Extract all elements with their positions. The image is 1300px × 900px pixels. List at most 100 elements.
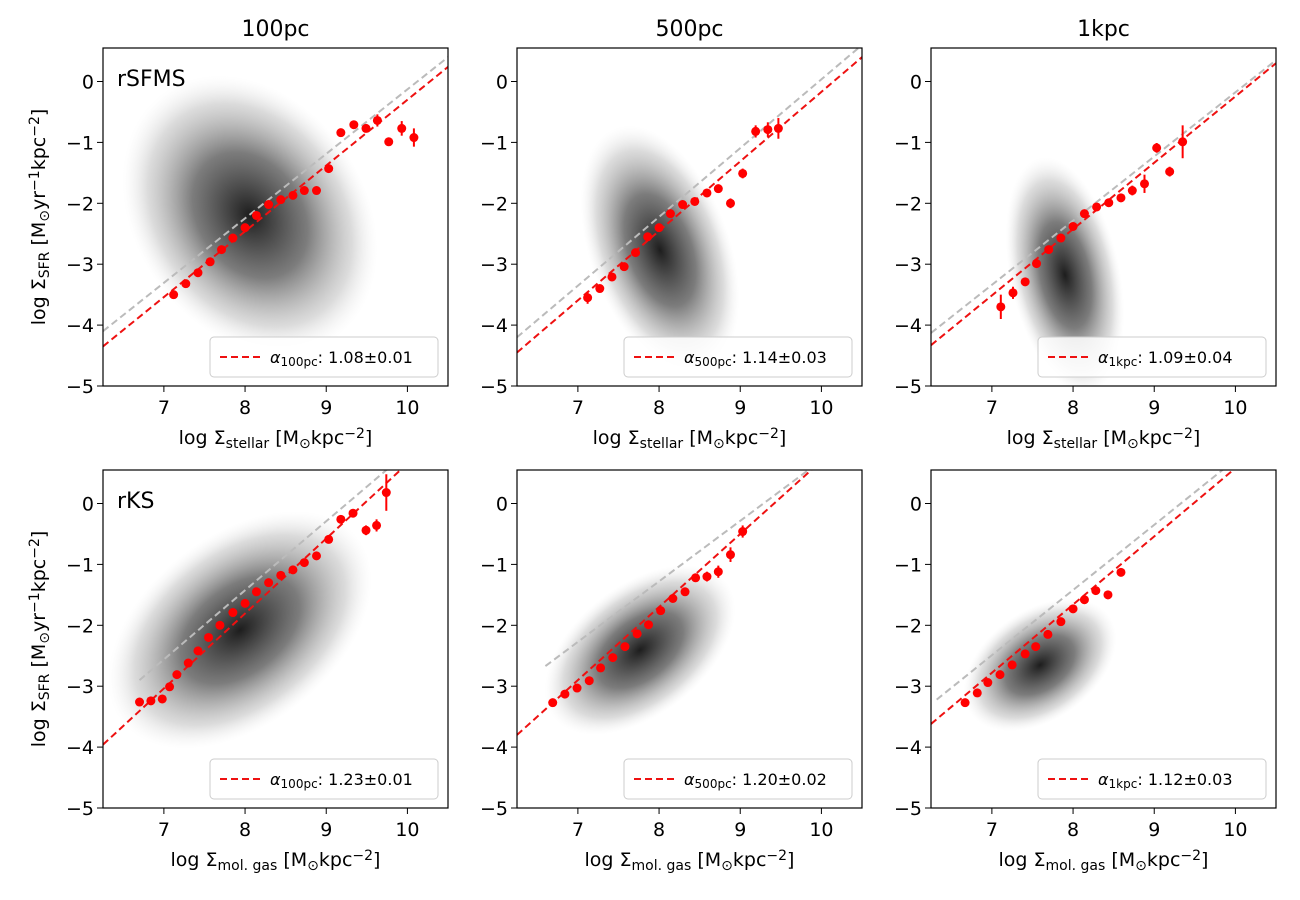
- reference-line: [138, 470, 388, 681]
- legend-label: α500pc: 1.14±0.03: [684, 348, 827, 369]
- data-point: [336, 128, 346, 138]
- y-tick-label: −4: [894, 737, 922, 759]
- label-part: ⊙: [299, 436, 311, 452]
- data-point: [157, 694, 167, 704]
- y-tick-label: −1: [894, 554, 922, 576]
- plot-area: [517, 470, 813, 736]
- data-point: [654, 223, 664, 233]
- label-part: kpc: [311, 427, 345, 449]
- data-point: [135, 697, 145, 707]
- y-tick-label: −1: [480, 132, 508, 154]
- fit-line: [103, 470, 402, 746]
- annotation: rSFMS: [117, 67, 186, 92]
- x-axis-label: log Σmol. gas [M⊙kpc−2]: [171, 848, 381, 874]
- y-tick-label: 0: [496, 493, 508, 515]
- label-part: ]: [1193, 427, 1200, 449]
- label-part: kpc: [725, 427, 759, 449]
- label-part: SFR: [37, 673, 53, 700]
- x-tick-label: 7: [158, 819, 170, 841]
- label-part: log Σ: [179, 427, 226, 449]
- data-point: [324, 534, 334, 544]
- data-point: [1127, 186, 1137, 196]
- data-point: [228, 233, 238, 243]
- label-part: kpc: [28, 137, 50, 171]
- label-part: ⊙: [713, 436, 725, 452]
- data-point: [738, 527, 748, 537]
- data-point: [299, 186, 309, 196]
- reference-line: [936, 470, 1224, 701]
- data-point: [763, 125, 773, 135]
- legend-box: [209, 336, 439, 378]
- data-point: [995, 670, 1005, 680]
- label-part: mol. gas: [1046, 858, 1106, 874]
- data-point: [204, 632, 214, 642]
- density-map: [1005, 157, 1125, 386]
- x-tick-label: 7: [986, 397, 998, 419]
- label-part: ]: [1201, 849, 1208, 871]
- y-axis-label: log ΣSFR [M⊙yr−1kpc−2]: [27, 531, 53, 748]
- label-part: ]: [28, 109, 50, 116]
- data-point: [251, 210, 261, 220]
- label-part: −2: [352, 848, 373, 864]
- y-tick-label: −2: [66, 615, 94, 637]
- data-point: [595, 284, 605, 294]
- data-point: [288, 190, 298, 200]
- data-point: [678, 200, 688, 210]
- label-part: log Σ: [1007, 427, 1054, 449]
- y-tick-label: −2: [480, 615, 508, 637]
- data-point: [1079, 209, 1089, 219]
- y-tick-label: 0: [910, 71, 922, 93]
- data-point: [1056, 617, 1066, 627]
- data-point: [183, 658, 193, 668]
- data-point: [1031, 642, 1041, 652]
- legend-box: [623, 758, 853, 800]
- y-axis-label: log ΣSFR [M⊙yr−1kpc−2]: [27, 109, 53, 326]
- label-part: [M: [28, 644, 50, 674]
- label-part: ⊙: [721, 858, 733, 874]
- data-point: [725, 198, 735, 208]
- data-point: [656, 606, 666, 616]
- x-axis-label: log Σstellar [M⊙kpc−2]: [1007, 426, 1201, 452]
- data-point: [336, 514, 346, 524]
- data-point: [1116, 567, 1126, 577]
- legend-box: [623, 336, 853, 378]
- legend-symbol: α: [1098, 770, 1109, 789]
- label-part: mol. gas: [632, 858, 692, 874]
- x-tick-label: 9: [1148, 397, 1160, 419]
- data-point: [1116, 193, 1126, 203]
- y-tick-label: −4: [66, 315, 94, 337]
- data-point: [1139, 179, 1149, 189]
- data-point: [276, 570, 286, 580]
- label-part: log Σ: [585, 849, 632, 871]
- data-point: [1178, 137, 1188, 147]
- data-point: [397, 123, 407, 133]
- data-point: [631, 248, 641, 258]
- label-part: −2: [766, 848, 787, 864]
- y-tick-label: 0: [910, 493, 922, 515]
- label-part: log Σ: [171, 849, 218, 871]
- data-point: [251, 587, 261, 597]
- legend-symbol: α: [684, 770, 695, 789]
- data-point: [560, 689, 570, 699]
- label-part: [M: [277, 849, 307, 871]
- y-tick-label: 0: [496, 71, 508, 93]
- data-point: [372, 520, 382, 530]
- data-point: [713, 567, 723, 577]
- label-part: stellar: [1054, 436, 1098, 452]
- x-tick-label: 9: [1148, 819, 1160, 841]
- label-part: yr: [28, 191, 50, 210]
- data-point: [299, 558, 309, 568]
- data-point: [311, 186, 321, 196]
- fit-line: [517, 56, 862, 354]
- legend-text: : 1.23±0.01: [318, 770, 413, 789]
- x-tick-label: 10: [1223, 397, 1247, 419]
- data-point: [1007, 660, 1017, 670]
- y-tick-label: 0: [82, 71, 94, 93]
- data-point: [169, 290, 179, 300]
- y-tick-label: −5: [480, 376, 508, 398]
- reference-line: [517, 48, 860, 339]
- legend-subscript: 500pc: [695, 777, 732, 791]
- legend-label: α100pc: 1.23±0.01: [270, 770, 413, 791]
- data-point: [146, 696, 156, 706]
